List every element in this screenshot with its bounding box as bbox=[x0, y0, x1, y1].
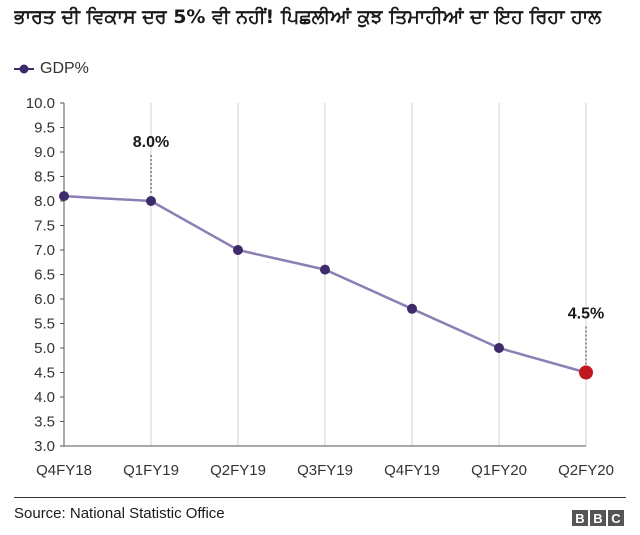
y-tick-label: 7.5 bbox=[34, 218, 55, 235]
y-tick-label: 8.0 bbox=[34, 193, 55, 210]
y-tick-label: 4.5 bbox=[34, 365, 55, 382]
bbc-logo-letter: C bbox=[608, 510, 624, 526]
data-point bbox=[320, 264, 330, 275]
y-tick-label: 6.5 bbox=[34, 267, 55, 284]
legend-label: GDP% bbox=[40, 60, 89, 77]
x-tick-label: Q1FY20 bbox=[471, 462, 527, 479]
gdp-line-chart: 3.0 3.5 4.0 4.5 5.0 5.5 6.0 6.5 7.0 7.5 8.0 8.5 9.0 9… bbox=[26, 95, 614, 479]
highlight-data-point bbox=[579, 365, 593, 380]
y-tick-label: 7.0 bbox=[34, 242, 55, 259]
data-point bbox=[407, 303, 417, 314]
x-tick-label: Q2FY19 bbox=[210, 462, 266, 479]
source-note: Source: National Statistic Office bbox=[14, 505, 225, 522]
y-tick-label: 9.5 bbox=[34, 120, 55, 137]
x-tick-label: Q4FY18 bbox=[36, 462, 92, 479]
chart-legend: GDP% bbox=[14, 58, 89, 80]
y-tick-label: 5.5 bbox=[34, 316, 55, 333]
y-tick-label: 3.0 bbox=[34, 438, 55, 455]
y-tick-label: 8.5 bbox=[34, 169, 55, 186]
chart-title: ਭਾਰਤ ਦੀ ਵਿਕਾਸ ਦਰ 5% ਵੀ ਨਹੀਂ! ਪਿਛਲੀਆਂ ਕੁਝ… bbox=[14, 6, 602, 28]
x-tick-label: Q4FY19 bbox=[384, 462, 440, 479]
data-point bbox=[59, 191, 69, 202]
x-tick-label: Q1FY19 bbox=[123, 462, 179, 479]
data-point bbox=[146, 196, 156, 206]
y-tick-label: 6.0 bbox=[34, 291, 55, 308]
data-point bbox=[494, 343, 504, 353]
bbc-logo-letter: B bbox=[572, 510, 588, 526]
bbc-logo: B B C bbox=[572, 510, 624, 526]
bbc-logo-letter: B bbox=[590, 510, 606, 526]
data-point bbox=[233, 245, 243, 255]
y-tick-label: 10.0 bbox=[26, 95, 55, 112]
legend-line-marker-icon bbox=[14, 64, 34, 74]
footer-divider bbox=[14, 497, 626, 498]
y-tick-label: 9.0 bbox=[34, 144, 55, 161]
y-tick-label: 3.5 bbox=[34, 414, 55, 431]
y-tick-label: 4.0 bbox=[34, 389, 55, 406]
data-label: 8.0% bbox=[133, 134, 169, 151]
x-tick-label: Q2FY20 bbox=[558, 462, 614, 479]
x-tick-label: Q3FY19 bbox=[297, 462, 353, 479]
y-tick-label: 5.0 bbox=[34, 340, 55, 357]
data-label: 4.5% bbox=[568, 306, 604, 323]
